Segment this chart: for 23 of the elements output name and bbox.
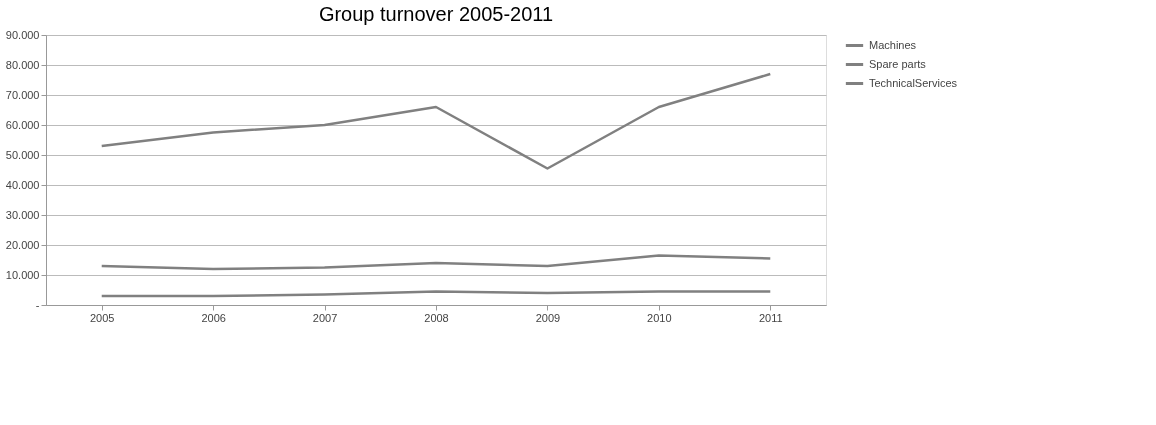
legend-label: TechnicalServices [869,76,958,89]
chart-title: Group turnover 2005-2011 [318,3,554,25]
y-tick-label: 10.000 [5,268,40,281]
y-tick-label: 60.000 [5,118,40,131]
y-tick-label: 20.000 [5,238,40,251]
y-tick-label: 90.000 [5,28,40,41]
x-tick-label: 2006 [201,311,226,324]
y-tick-label: 70.000 [5,88,40,101]
x-tick-label: 2009 [535,311,561,324]
legend-label: Machines [869,38,917,51]
x-tick-label: 2005 [89,311,115,324]
line-series [100,254,772,271]
x-tick-label: 2010 [647,311,672,324]
x-tick-label: 2011 [758,311,783,324]
y-tick-label: 40.000 [5,178,40,191]
y-tick-label: 80.000 [5,58,40,71]
y-tick-label: 30.000 [5,208,40,221]
legend-label: Spare parts [869,57,927,70]
y-tick-label: 50.000 [5,148,40,161]
y-tick-label: - [35,298,40,311]
x-tick-label: 2007 [312,311,338,324]
x-tick-label: 2008 [424,311,449,324]
line-series [100,72,772,170]
